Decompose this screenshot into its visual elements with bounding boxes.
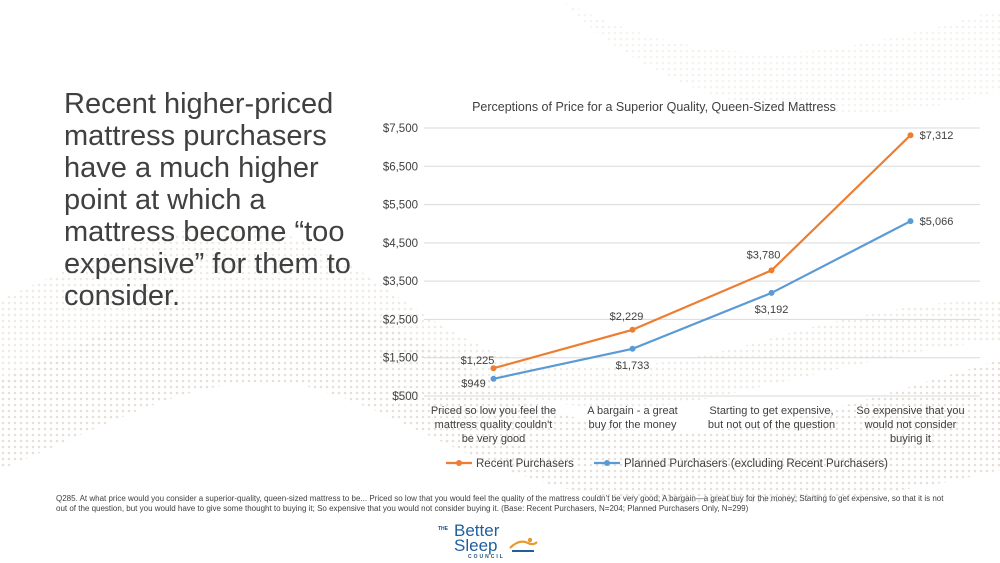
chart-title: Perceptions of Price for a Superior Qual… — [472, 100, 836, 114]
x-category-line: would not consider — [864, 419, 957, 431]
x-category-line: mattress quality couldn't — [435, 419, 553, 431]
x-category-line: Starting to get expensive, — [709, 405, 833, 417]
data-point — [490, 365, 497, 372]
legend-swatch-marker — [604, 460, 610, 466]
data-point — [629, 326, 636, 333]
x-category-label: Starting to get expensive, but not out of… — [708, 405, 835, 431]
legend-entry: Recent Purchasers — [476, 458, 574, 470]
footer-bar — [0, 515, 1000, 563]
x-category-line: be very good — [462, 433, 526, 445]
y-tick-label: $3,500 — [383, 276, 418, 288]
y-axis-ticks: $500 $1,500 $2,500 $3,500 $4,500 $5,500 $6,500… — [383, 123, 418, 403]
x-category-line: but not out of the question — [708, 419, 835, 431]
data-point — [907, 218, 914, 225]
x-axis-categories: Priced so low you feel the mattress quali… — [431, 405, 965, 445]
logo-council-text: COUNCIL — [468, 554, 505, 560]
legend-swatch-marker — [456, 460, 462, 466]
x-category-label: So expensive that you would not consider b… — [856, 405, 964, 445]
legend-entry: Planned Purchasers (excluding Recent Pur… — [624, 458, 888, 470]
chart-series: $1,225 $2,229 $3,780 $7,312 $949 $1,733 $3,192… — [461, 130, 954, 390]
data-label: $2,229 — [610, 311, 644, 323]
logo-the-text: THE — [438, 526, 448, 532]
better-sleep-council-logo: THE Better Sleep COUNCIL — [438, 522, 568, 560]
y-tick-label: $1,500 — [383, 353, 418, 365]
data-label: $949 — [461, 378, 485, 390]
y-tick-label: $4,500 — [383, 238, 418, 250]
data-point — [629, 345, 636, 352]
logo-sleep-text: Sleep — [454, 536, 498, 555]
survey-footnote: Q285. At what price would you consider a… — [56, 494, 944, 513]
y-tick-label: $7,500 — [383, 123, 418, 135]
chart-legend: Recent Purchasers Planned Purchasers (exc… — [446, 458, 888, 470]
y-tick-label: $2,500 — [383, 314, 418, 326]
y-tick-label: $5,500 — [383, 200, 418, 212]
chart-gridlines — [424, 127, 980, 397]
slide-headline: Recent higher-priced mattress purchasers… — [64, 88, 351, 312]
x-category-line: A bargain - a great — [587, 405, 678, 417]
x-category-label: A bargain - a great buy for the money — [587, 405, 678, 431]
data-label: $3,192 — [755, 304, 789, 316]
data-point — [907, 132, 914, 139]
series-line — [493, 134, 912, 370]
data-label: $1,733 — [616, 360, 650, 372]
data-point — [490, 375, 497, 382]
data-label: $3,780 — [747, 249, 781, 261]
data-label: $1,225 — [461, 355, 495, 367]
logo-better-text: Better — [454, 521, 500, 540]
data-point — [768, 267, 775, 274]
x-category-label: Priced so low you feel the mattress quali… — [431, 405, 556, 445]
data-label: $7,312 — [920, 130, 954, 142]
price-perception-line-chart: Perceptions of Price for a Superior Qual… — [383, 100, 980, 470]
x-category-line: So expensive that you — [856, 405, 964, 417]
y-tick-label: $6,500 — [383, 161, 418, 173]
x-category-line: buy for the money — [588, 419, 677, 431]
x-category-line: buying it — [890, 433, 931, 445]
bed-figure-icon — [509, 537, 538, 552]
series-line — [493, 220, 912, 380]
y-tick-label: $500 — [392, 391, 418, 403]
data-label: $5,066 — [920, 216, 954, 228]
data-point — [768, 289, 775, 296]
x-category-line: Priced so low you feel the — [431, 405, 556, 417]
